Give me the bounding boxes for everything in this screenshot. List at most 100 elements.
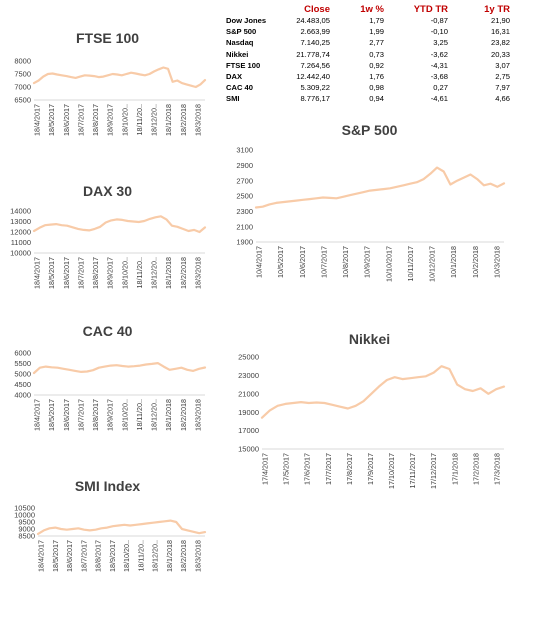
y-tick-label: 11000 [11,238,31,247]
x-tick-label: 10/9/2017 [363,246,372,278]
ftse-100-chart: FTSE 100 6500 7000 7500 8000 18/4/2017 18/5/2… [0,25,215,150]
chart-title: S&P 500 [341,122,398,138]
y-tick-label: 10000 [10,249,31,258]
y-tick-label: 7000 [14,83,31,92]
x-tick-label: 18/7/2017 [79,540,88,572]
row-label: SMI [226,94,240,104]
x-tick-label: 18/1/2018 [164,257,173,289]
cell-close: 21.778,74 [296,49,330,59]
column-header-1y: 1y TR [484,4,510,15]
table-row: CAC 40 5.309,22 0,98 0,27 7,97 [226,83,532,94]
cell-w1: 1,99 [369,27,384,37]
cell-w1: 2,77 [369,38,384,48]
x-tick-label: 18/1/2018 [164,399,173,431]
sp-500-chart: S&P 500 1900 2100 2300 2500 2700 2900 3100 10/4… [222,118,517,288]
x-tick-label: 18/4/2017 [33,399,42,431]
x-tick-label: 18/11/20.. [135,257,144,288]
chart-title: DAX 30 [82,183,133,199]
cell-ytd: 0,27 [433,83,448,93]
x-tick-label: 17/11/2017 [408,453,417,488]
cell-ytd: -3,62 [430,49,448,59]
series-line [254,166,506,209]
chart-title: SMI Index [74,478,141,494]
x-tick-label: 18/12/20.. [150,104,159,136]
x-tick-label: 18/10/20.. [120,104,129,136]
x-tick-label: 18/9/2017 [106,104,115,136]
cell-ytd: -4,31 [430,60,448,70]
series-line [32,66,207,89]
row-label: Dow Jones [226,16,267,25]
x-tick-label: 18/12/20.. [151,540,160,572]
cell-y1: 16,31 [490,27,510,37]
table-row: S&P 500 2.663,99 1,99 -0,10 16,31 [226,27,532,38]
x-tick-label: 18/2/2018 [179,540,188,572]
cell-y1: 4,66 [495,94,510,104]
x-tick-label: 18/11/20.. [135,104,144,135]
cell-w1: 0,94 [369,94,384,104]
x-tick-label: 18/1/2018 [164,104,173,136]
x-tick-label: 17/3/2018 [493,453,502,485]
x-tick-label: 18/6/2017 [62,257,71,289]
x-tick-label: 10/10/2017 [384,246,393,282]
x-tick-label: 17/2/2018 [471,453,480,485]
series-line [32,362,207,375]
x-tick-label: 18/8/2017 [91,104,100,136]
column-header-close: Close [304,4,330,15]
x-tick-label: 18/4/2017 [33,104,42,136]
y-tick-label: 15000 [238,445,259,454]
series-line [260,365,506,419]
cell-ytd: -0,87 [430,16,448,25]
x-tick-label: 18/7/2017 [76,104,85,136]
table-row: Nasdaq 7.140,25 2,77 3,25 23,82 [226,38,532,49]
chart-title: CAC 40 [82,323,133,339]
cell-y1: 3,07 [495,60,510,70]
y-tick-label: 2100 [236,222,253,231]
y-tick-label: 2500 [236,192,253,201]
smi-index-chart: SMI Index 8500 9000 9500 10000 10500 18/4/201… [0,473,215,598]
cell-ytd: -3,68 [430,72,448,81]
cell-close: 8.776,17 [300,94,330,104]
y-tick-label: 9500 [18,518,35,527]
y-tick-label: 5500 [14,359,31,368]
x-tick-label: 17/7/2017 [324,453,333,485]
x-tick-label: 10/4/2017 [255,246,264,278]
x-tick-label: 18/3/2018 [194,540,203,572]
x-tick-label: 18/3/2018 [194,104,203,136]
row-label: Nasdaq [226,38,254,48]
cac-40-chart: CAC 40 4000 4500 5000 5500 6000 18/4/2017 18/5… [0,318,215,443]
cell-y1: 21,90 [490,16,510,25]
ftse-100-plot: 6500 7000 7500 8000 18/4/2017 18/5/2017 18/6/2… [14,57,207,136]
x-tick-label: 10/1/2018 [449,246,458,278]
y-tick-label: 14000 [10,207,31,216]
x-tick-label: 18/9/2017 [106,399,115,431]
cell-y1: 20,33 [490,49,510,59]
y-tick-label: 13000 [10,217,31,226]
y-tick-label: 6500 [14,96,31,105]
x-tick-label: 18/12/20.. [150,399,159,431]
x-tick-label: 18/10/20.. [120,399,129,431]
y-tick-label: 25000 [238,353,259,362]
x-tick-label: 18/1/2018 [165,540,174,572]
y-tick-label: 4500 [14,380,31,389]
row-label: FTSE 100 [226,60,261,70]
x-tick-label: 18/6/2017 [62,104,71,136]
x-tick-label: 18/7/2017 [76,257,85,289]
row-label: DAX [226,72,243,81]
y-tick-label: 17000 [238,426,259,435]
x-tick-label: 10/8/2017 [341,246,350,278]
table-row: SMI 8.776,17 0,94 -4,61 4,66 [226,94,532,105]
cell-close: 7.140,25 [300,38,330,48]
x-tick-label: 18/11/20.. [136,540,145,571]
y-tick-label: 2900 [236,161,253,170]
y-tick-label: 7500 [14,70,31,79]
chart-title: FTSE 100 [75,30,140,46]
cell-close: 5.309,22 [300,83,330,93]
y-tick-label: 19000 [238,408,259,417]
nikkei-chart: Nikkei 15000 17000 19000 21000 23000 25000 17/… [222,325,517,495]
cell-close: 2.663,99 [300,27,330,37]
y-tick-label: 6000 [14,349,31,358]
x-tick-label: 17/8/2017 [345,453,354,485]
row-label: Nikkei [226,49,249,59]
